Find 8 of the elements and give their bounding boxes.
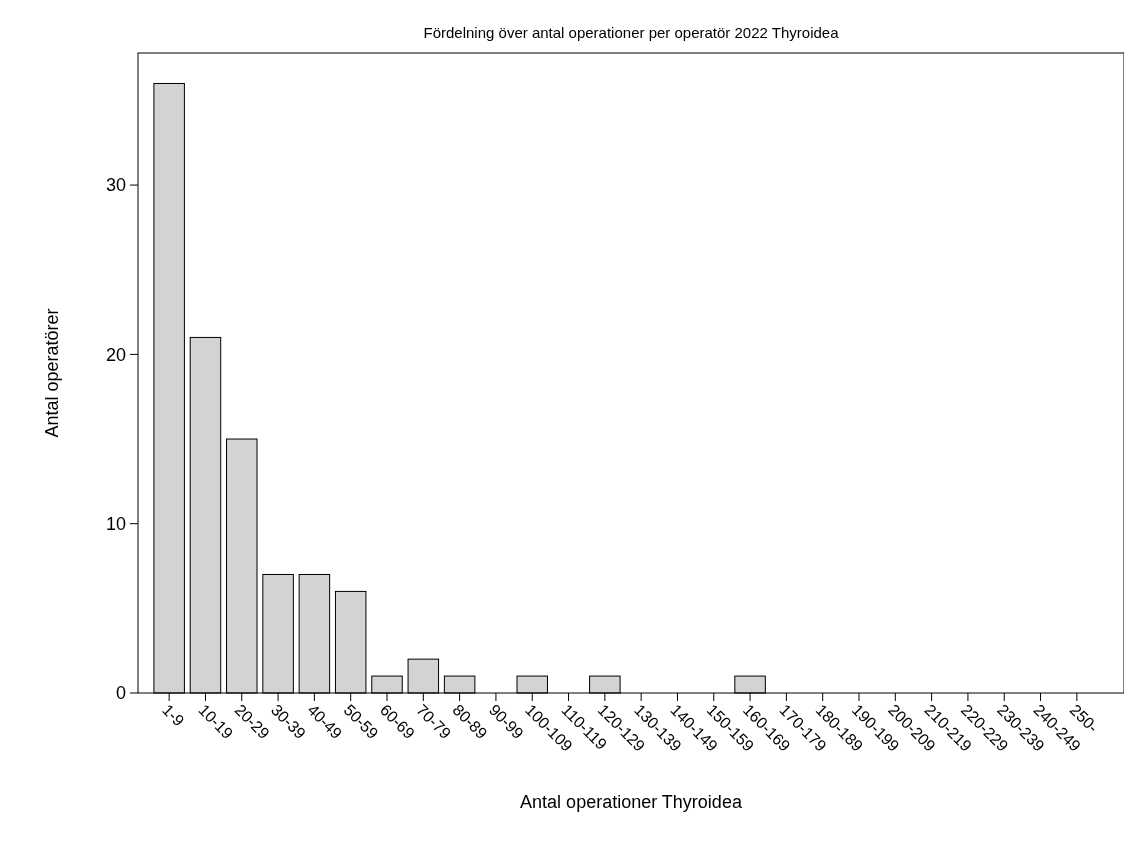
x-axis-title: Antal operationer Thyroidea <box>520 792 743 812</box>
y-axis-title: Antal operatörer <box>42 308 62 438</box>
y-tick-label: 20 <box>105 344 126 365</box>
y-tick-label: 10 <box>105 513 126 534</box>
y-tick-label: 0 <box>115 683 126 704</box>
chart-title: Fördelning över antal operationer per operatör 2022 Thyroidea <box>423 24 840 41</box>
y-tick-label: 30 <box>105 175 126 196</box>
x-tick-label: 1-9 <box>159 701 188 730</box>
